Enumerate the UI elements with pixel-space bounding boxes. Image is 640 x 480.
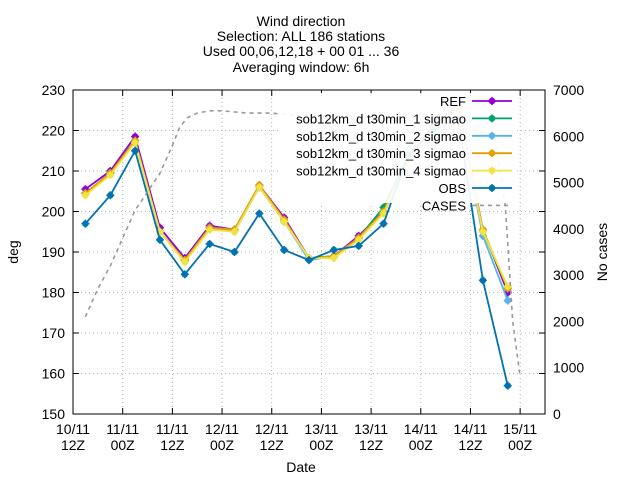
y2-tick-label: 4000 [553, 221, 584, 237]
data-point [478, 276, 487, 285]
data-point [81, 219, 90, 228]
x-tick-label-date: 13/11 [304, 421, 338, 437]
x-tick-label-date: 14/11 [404, 421, 438, 437]
legend-label: OBS [439, 181, 467, 196]
data-point [205, 239, 214, 248]
data-point [255, 209, 264, 218]
data-point [180, 258, 189, 267]
legend: REF sob12km_d t30min_1 sigmao sob12km_d t3… [296, 94, 512, 213]
chart-title-line-1: Wind direction [257, 13, 346, 29]
data-point [106, 171, 115, 180]
series-6 [84, 110, 521, 378]
y-tick-label: 230 [42, 82, 66, 98]
legend-label: sob12km_d t30min_1 sigmao [296, 111, 466, 126]
data-point [106, 191, 115, 200]
chart-title: Wind direction Selection: ALL 186 statio… [203, 13, 400, 75]
y-tick-label: 150 [42, 406, 66, 422]
series-line-cases [84, 110, 521, 378]
data-point [503, 381, 512, 390]
y-tick-label: 200 [42, 204, 66, 220]
data-point [379, 209, 388, 218]
y-tick-label: 170 [42, 325, 66, 341]
data-point [280, 217, 289, 226]
data-point [305, 256, 313, 265]
legend-marker [488, 149, 496, 158]
y2-tick-label: 7000 [553, 82, 584, 98]
chart-title-line-2: Selection: ALL 186 stations [217, 28, 385, 44]
legend-marker [488, 114, 496, 123]
x-tick-label-date: 11/11 [156, 421, 189, 437]
x-tick-label-hour: 00Z [111, 437, 136, 453]
x-tick-label-hour: 00Z [210, 437, 235, 453]
y2-axis-label: No cases [594, 223, 610, 281]
legend-marker [488, 97, 496, 105]
y-axis-label: deg [5, 240, 21, 263]
x-tick-label-date: 14/11 [453, 421, 487, 437]
x-tick-label-date: 10/11 [56, 421, 90, 437]
y-tick-label: 220 [42, 123, 66, 139]
axes: 150 160 170 180 190 200 210 220 230 0 1000 2000 3000… [42, 82, 585, 453]
data-point [131, 146, 140, 155]
data-point [354, 241, 363, 250]
data-point [81, 191, 90, 200]
data-point [180, 270, 189, 279]
x-tick-label-hour: 12Z [61, 437, 86, 453]
y2-tick-label: 3000 [553, 267, 584, 283]
legend-label: sob12km_d t30min_3 sigmao [296, 146, 466, 161]
y2-tick-label: 0 [553, 406, 561, 422]
x-tick-label-hour: 12Z [359, 437, 384, 453]
data-point [280, 245, 289, 254]
x-tick-label-date: 15/11 [503, 421, 537, 437]
data-point [131, 138, 140, 147]
legend-label: REF [440, 94, 466, 109]
data-point [205, 225, 214, 234]
data-point [329, 254, 338, 263]
data-point [155, 235, 164, 244]
x-tick-label-hour: 12Z [458, 437, 483, 453]
x-tick-label-hour: 00Z [508, 437, 533, 453]
y2-tick-label: 1000 [553, 360, 584, 376]
legend-label: CASES [422, 198, 466, 213]
x-tick-label-hour: 00Z [309, 437, 334, 453]
data-point [255, 183, 264, 192]
y2-tick-label: 5000 [553, 175, 584, 191]
series-4 [81, 106, 512, 291]
x-tick-label-date: 13/11 [354, 421, 388, 437]
data-point [478, 227, 487, 236]
data-point [230, 248, 239, 256]
y2-tick-label: 2000 [553, 313, 584, 329]
chart-title-line-3: Used 00,06,12,18 + 00 01 ... 36 [203, 43, 400, 59]
y-tick-label: 190 [42, 244, 66, 260]
legend-marker [488, 184, 496, 192]
x-tick-label-date: 11/11 [106, 421, 139, 437]
y-tick-label: 160 [42, 366, 66, 382]
x-axis-label: Date [286, 459, 316, 475]
legend-label: sob12km_d t30min_4 sigmao [296, 164, 466, 179]
legend-label: sob12km_d t30min_2 sigmao [296, 129, 466, 144]
chart-title-line-4: Averaging window: 6h [233, 59, 370, 75]
data-point [230, 227, 239, 236]
y2-tick-label: 6000 [553, 128, 584, 144]
x-tick-label-date: 12/11 [205, 421, 239, 437]
legend-background [280, 93, 514, 203]
legend-marker [488, 131, 496, 140]
x-tick-label-date: 12/11 [255, 421, 289, 437]
y-tick-label: 210 [42, 163, 66, 179]
data-point [503, 296, 512, 305]
data-point [503, 282, 512, 291]
x-tick-label-hour: 12Z [160, 437, 185, 453]
data-point [329, 245, 338, 254]
x-tick-label-hour: 00Z [409, 437, 434, 453]
y-tick-label: 180 [42, 285, 66, 301]
data-point [379, 219, 388, 228]
legend-marker [488, 166, 496, 175]
x-tick-label-hour: 12Z [260, 437, 285, 453]
